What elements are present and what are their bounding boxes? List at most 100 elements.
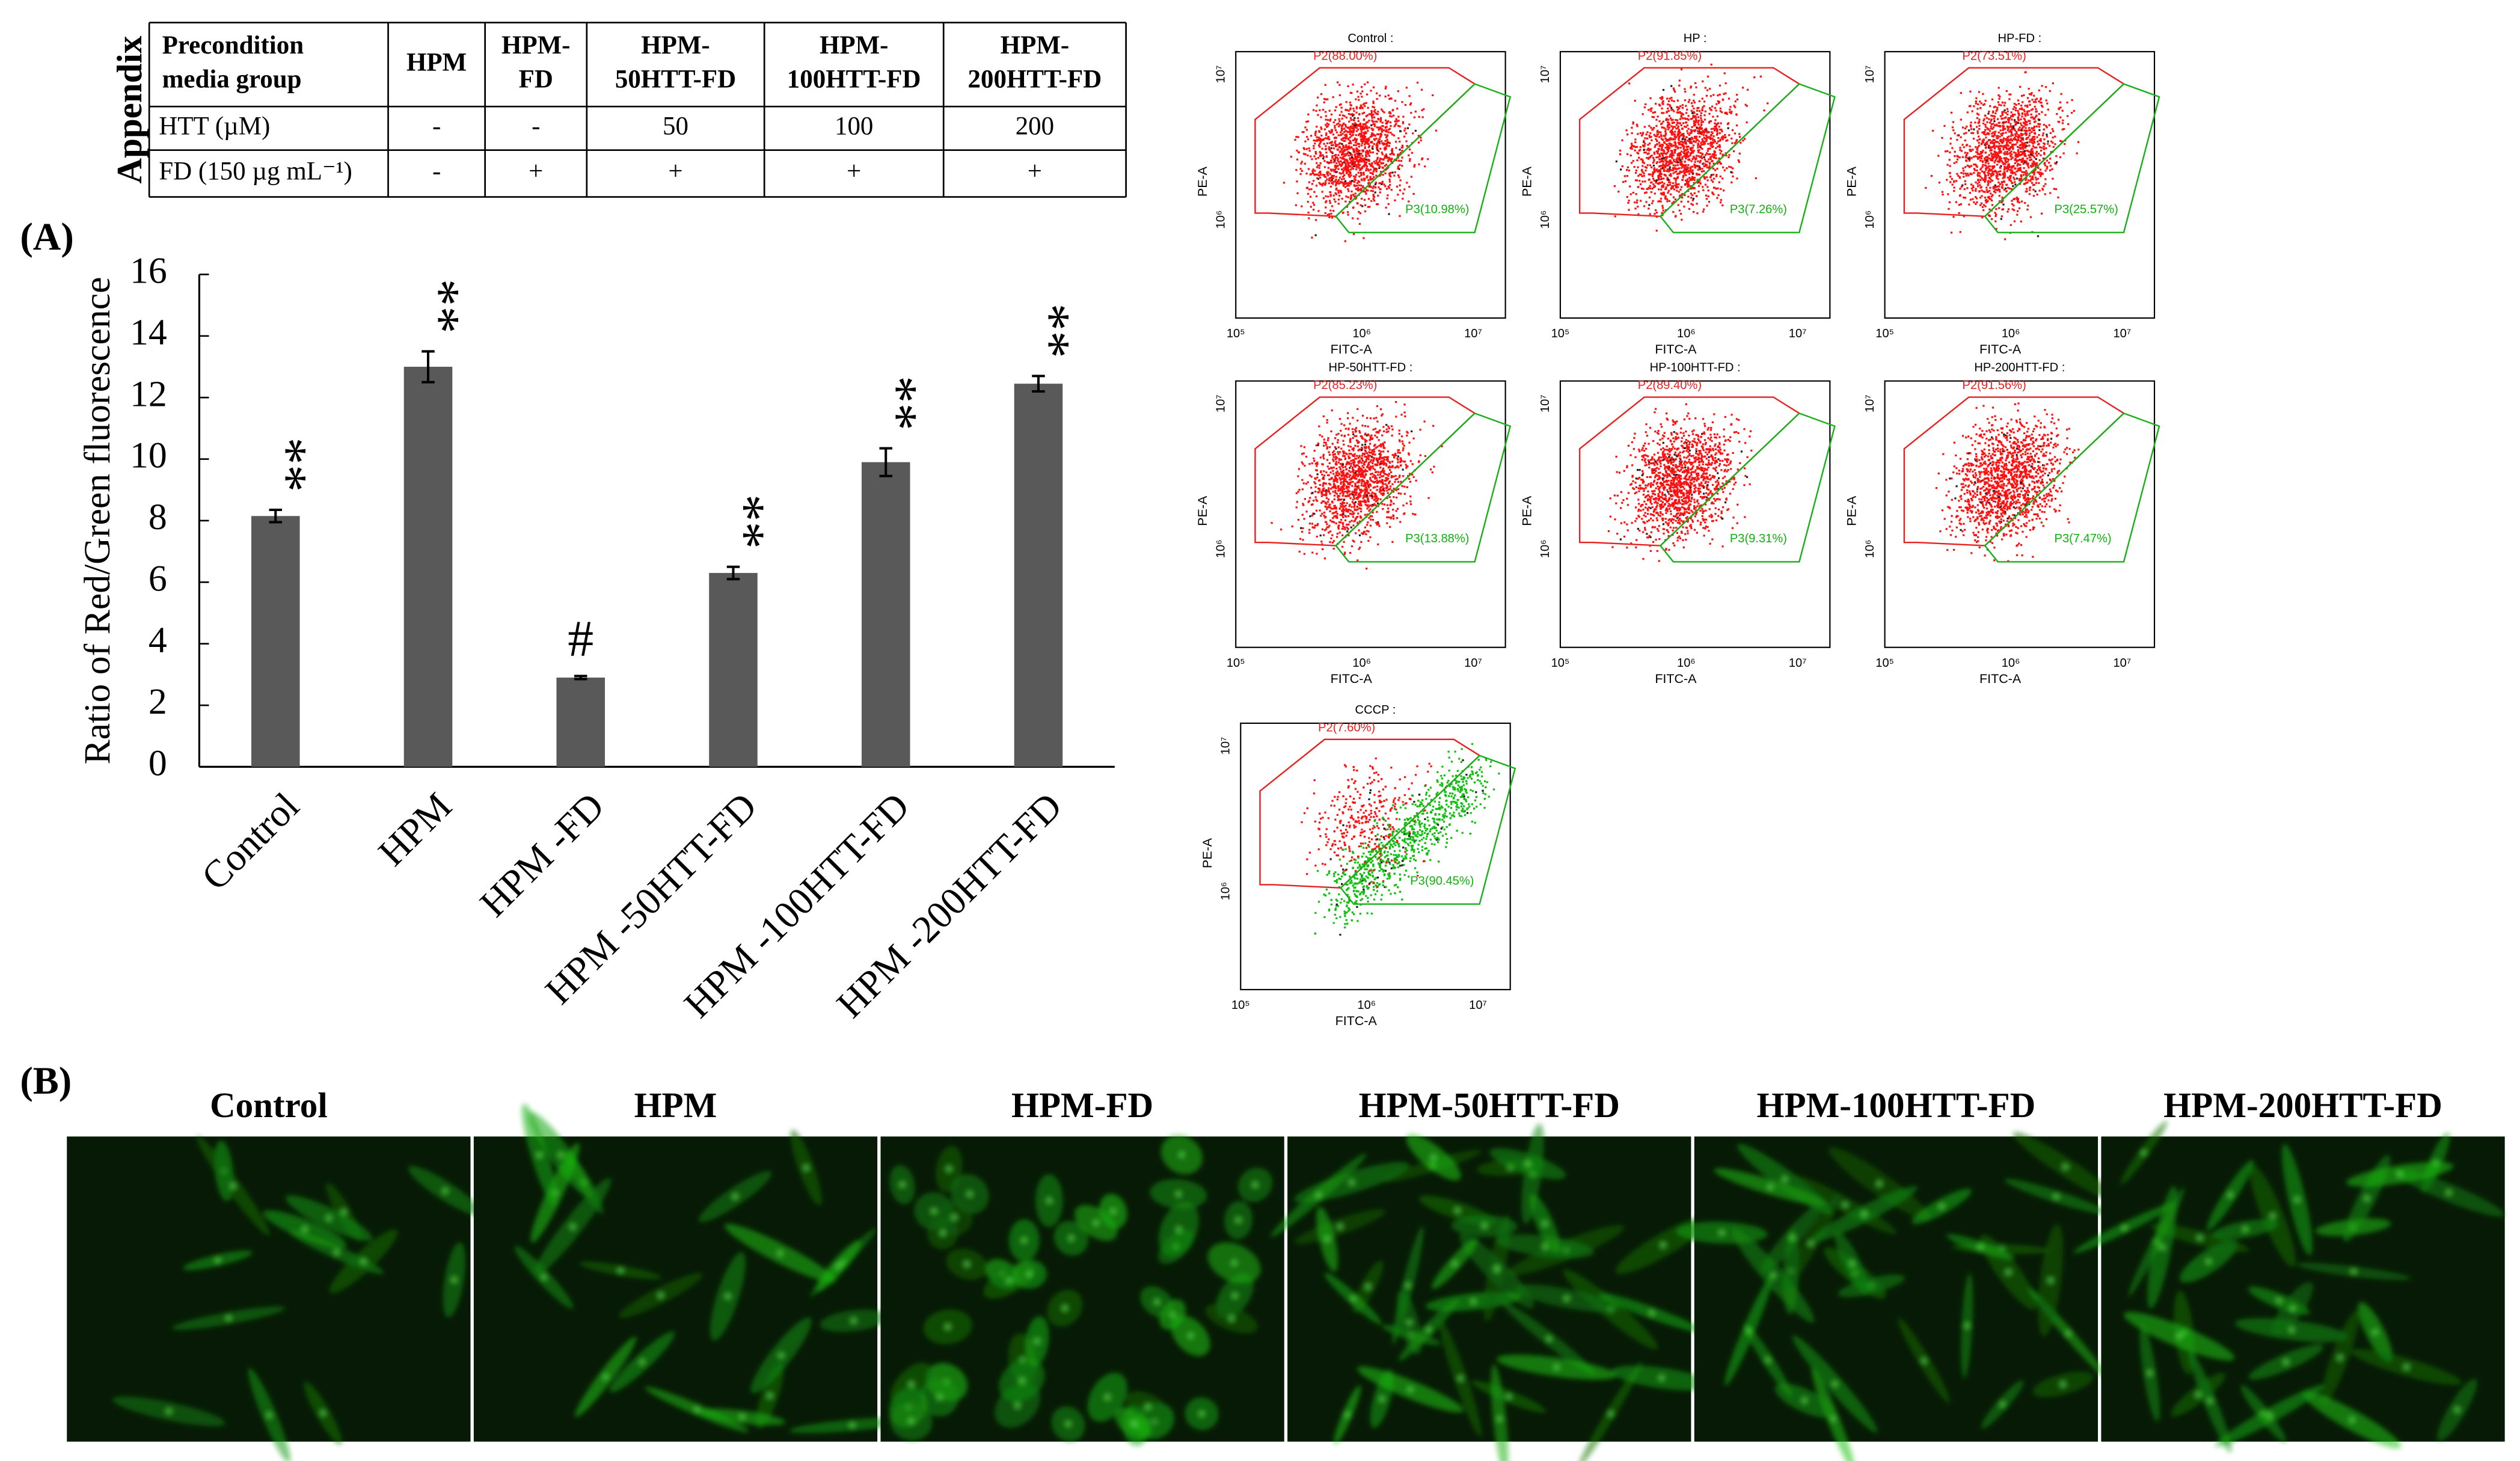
event-dot [1355,509,1358,511]
event-dot [1340,447,1343,450]
event-dot [1388,145,1390,147]
event-dot [1650,191,1652,194]
table-header: HPM [406,48,467,76]
event-dot [2034,146,2036,149]
event-dot [1994,159,1997,162]
event-dot [1652,200,1654,202]
event-dot [1315,195,1318,198]
event-dot [1389,153,1391,156]
event-dot [1331,541,1334,544]
event-dot [1316,166,1319,168]
event-dot [2023,183,2025,185]
event-dot [2013,119,2016,121]
event-dot [1383,183,1385,186]
event-dot [1675,127,1678,130]
event-dot [1646,137,1649,139]
event-dot [1364,210,1367,213]
event-dot [1690,170,1692,172]
event-dot [1408,453,1410,456]
event-dot [1368,509,1370,512]
event-dot [1664,152,1666,155]
event-dot [2001,197,2003,199]
event-dot [2012,185,2014,188]
event-dot [1982,139,1984,142]
event-dot [1357,449,1360,452]
event-dot [1661,112,1663,114]
event-dot [1363,118,1366,121]
event-dot [1982,161,1984,163]
event-dot [1701,109,1703,112]
event-dot [1320,183,1322,185]
event-dot [1355,147,1358,150]
event-dot [1988,154,1990,156]
event-dot [2004,159,2006,162]
event-dot [1340,111,1343,113]
event-dot [2026,106,2029,108]
event-dot [1364,468,1367,471]
event-dot [1670,97,1673,99]
event-dot [2010,171,2013,174]
event-dot [1329,120,1331,122]
event-dot [1999,183,2001,185]
event-dot [1341,114,1344,117]
event-dot [2041,188,2044,190]
event-dot [1342,510,1344,512]
event-dot [1394,141,1397,143]
event-dot [1331,534,1334,536]
event-dot [1673,177,1676,180]
event-dot [1684,125,1686,128]
event-dot [1361,96,1363,98]
event-dot [1319,155,1321,158]
event-dot [1368,126,1370,129]
event-dot [1985,201,1987,204]
event-dot [1999,115,2002,117]
event-dot [1985,186,1988,189]
event-dot [1991,158,1993,161]
event-dot [2005,167,2008,170]
event-dot [1666,118,1668,121]
event-dot [1708,201,1711,203]
event-dot [2033,127,2035,129]
event-dot [2031,92,2033,94]
event-dot [1669,159,1672,162]
event-dot [1999,149,2001,152]
event-dot [1387,141,1389,143]
event-dot [1372,100,1375,103]
event-dot [1660,131,1662,133]
x-tick-label: Control [193,785,307,898]
event-dot [2010,131,2013,133]
event-dot [1669,117,1672,120]
event-dot [1639,146,1642,149]
event-dot [1329,168,1332,171]
event-dot [1370,113,1373,115]
event-dot [2030,151,2032,153]
event-dot [1950,231,1953,234]
event-dot [1344,452,1347,455]
event-dot [1690,160,1693,162]
event-dot [1679,161,1682,163]
event-dot [2006,113,2009,115]
event-dot [1965,132,1967,134]
event-dot [1734,106,1737,108]
event-dot [1990,198,1992,200]
event-dot [1655,170,1658,172]
event-dot [1318,130,1321,133]
event-dot [1350,168,1352,171]
event-dot [1714,107,1717,109]
event-dot [2011,115,2014,117]
event-dot [1669,174,1671,177]
event-dot [1994,188,1997,191]
event-dot [1631,132,1633,135]
event-dot [1370,200,1373,202]
event-dot [1734,132,1737,135]
event-dot [1355,107,1358,109]
event-dot [1717,140,1720,142]
event-dot [1336,182,1338,184]
event-dot [1399,152,1402,154]
event-dot [1335,536,1338,538]
event-dot [1649,156,1651,159]
event-dot [1997,152,2000,155]
event-dot [1361,167,1364,170]
event-dot [1326,526,1328,528]
event-dot [1409,160,1411,162]
